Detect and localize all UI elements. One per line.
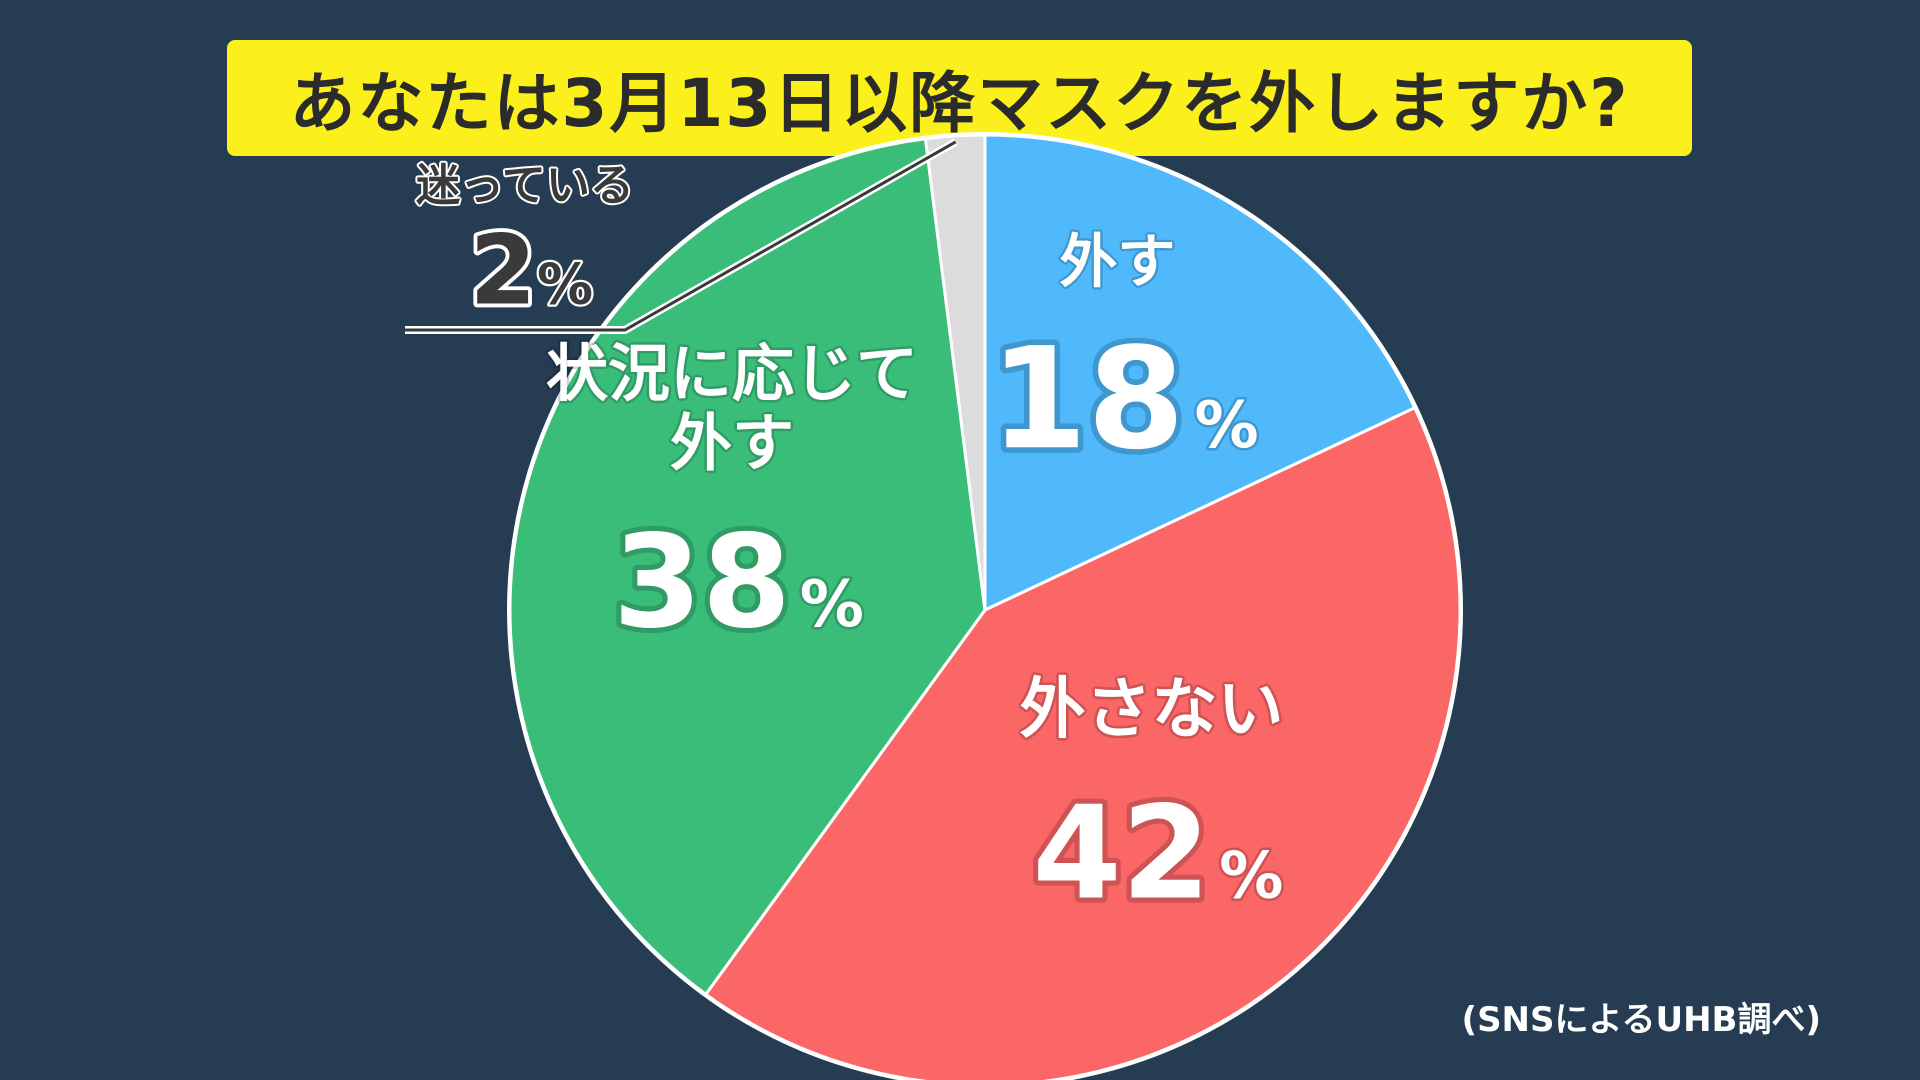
slice-value-3: 2 (470, 214, 537, 326)
leader-line (405, 140, 957, 332)
slice-label-1-0: 外さない (1020, 670, 1284, 747)
source-note: (SNSによるUHB調べ) (1461, 1000, 1821, 1040)
slice-label-2-1: 外す (670, 406, 794, 479)
slice-value-2: 38 (613, 508, 791, 657)
slice-value-1: 42 (1032, 779, 1210, 928)
slice-unit-1: % (1219, 839, 1283, 913)
slice-value-0: 18 (990, 318, 1185, 481)
pie-slice-2 (508, 137, 987, 997)
pie-slice-3 (923, 133, 987, 611)
pie-slice-1 (703, 405, 1462, 1080)
slice-label-3-0: 迷っている (416, 160, 634, 211)
slice-label-2-0: 状況に応じて (546, 337, 918, 410)
chart-title: あなたは3月13日以降マスクを外しますか? (289, 65, 1630, 142)
pie-slice-0 (983, 133, 1417, 613)
slice-unit-3: % (537, 252, 593, 317)
slice-unit-2: % (800, 568, 864, 642)
title-banner: あなたは3月13日以降マスクを外しますか? (227, 40, 1692, 156)
slice-label-0-0: 外す (1059, 227, 1175, 295)
slice-unit-0: % (1194, 389, 1258, 463)
